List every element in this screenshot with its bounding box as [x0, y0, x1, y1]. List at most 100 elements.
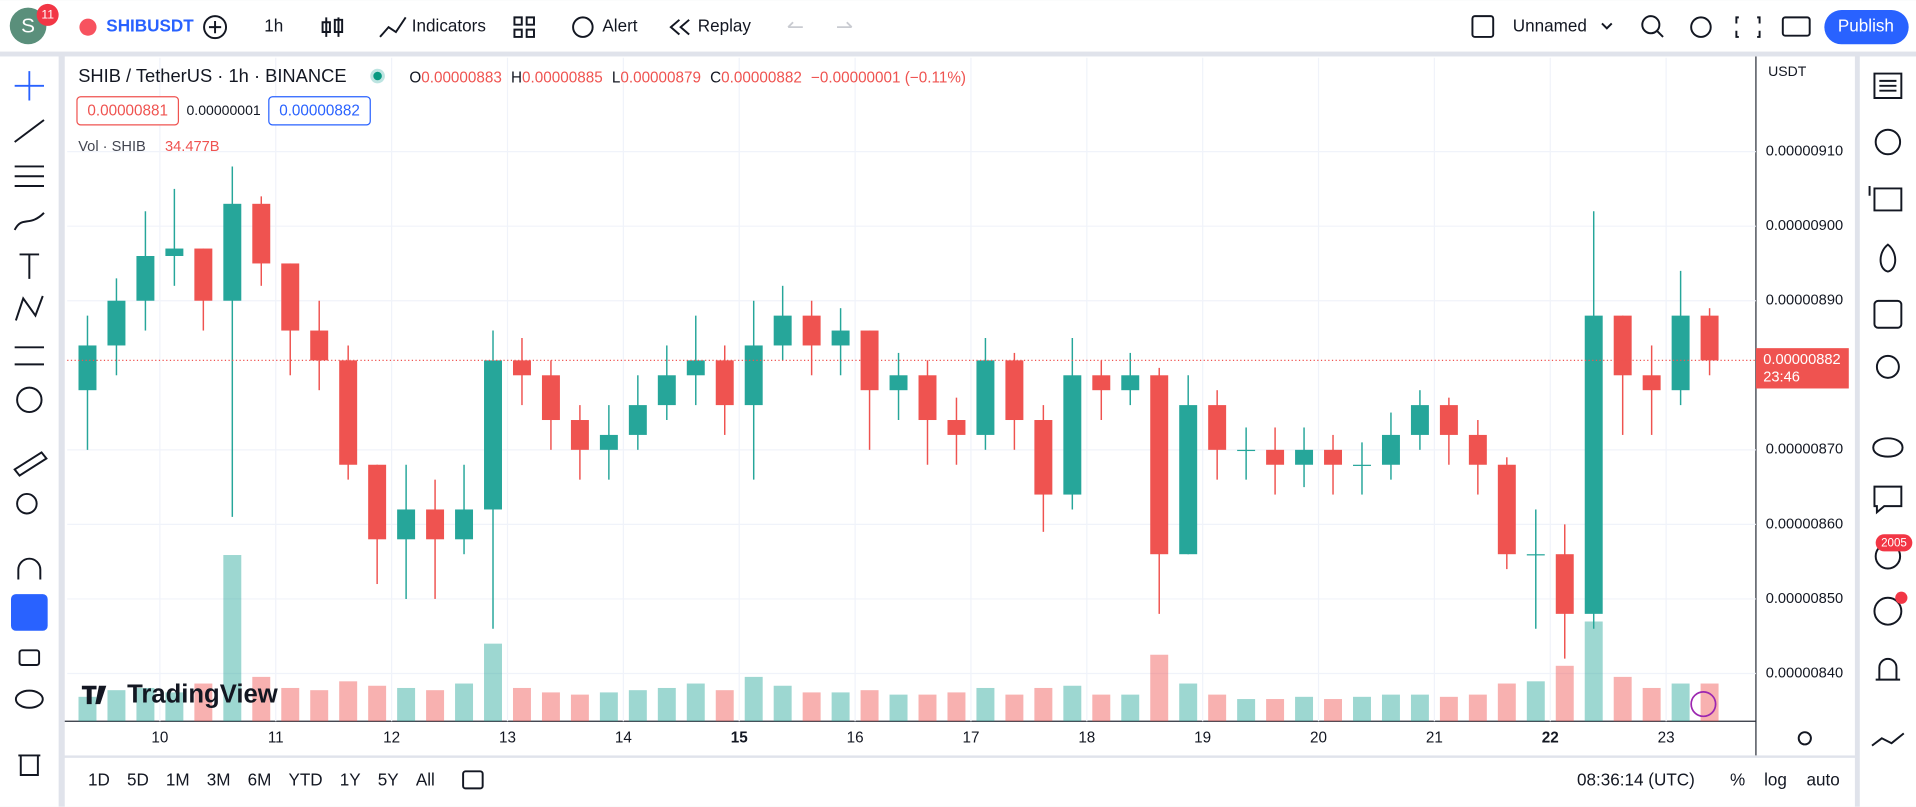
candle-body: [136, 255, 155, 301]
volume-bar: [831, 692, 850, 722]
watermark-logo: [81, 685, 107, 705]
avatar-letter: S: [21, 15, 35, 38]
range-button[interactable]: 1D: [88, 771, 110, 790]
interval[interactable]: 1h: [264, 17, 283, 36]
ask-box[interactable]: [268, 96, 371, 126]
range-button[interactable]: YTD: [288, 771, 322, 790]
alert-icon: [572, 16, 594, 38]
zoom[interactable]: [16, 492, 38, 515]
alert[interactable]: Alert: [602, 17, 637, 36]
data-window[interactable]: [1868, 185, 1903, 212]
magnet[interactable]: [17, 557, 42, 580]
x-tick-label: 16: [847, 729, 864, 746]
bid-box[interactable]: [76, 96, 180, 126]
range-button[interactable]: 5D: [127, 771, 149, 790]
hide[interactable]: [14, 689, 44, 709]
vol-label: Vol · SHIB: [78, 139, 146, 155]
range-button[interactable]: 1M: [166, 771, 190, 790]
alerts[interactable]: [1874, 128, 1902, 156]
range-button[interactable]: 3M: [207, 771, 231, 790]
crosshair-tool[interactable]: [14, 71, 44, 101]
candle-body: [628, 405, 647, 435]
trash[interactable]: [18, 754, 41, 776]
publish-button[interactable]: [1824, 10, 1909, 45]
chart-type[interactable]: [321, 17, 344, 37]
volume-bar: [541, 692, 560, 722]
volume-bar: [889, 694, 908, 722]
x-tick-label: 14: [615, 729, 632, 746]
volume-bar: [310, 690, 329, 722]
fib-tool[interactable]: [14, 165, 44, 187]
line-tool[interactable]: [14, 119, 45, 143]
currency[interactable]: USDT: [1768, 63, 1807, 79]
candle-body: [1381, 434, 1400, 465]
volume-bar: [1063, 685, 1082, 722]
watchlist[interactable]: [1873, 72, 1903, 99]
text-tool[interactable]: [19, 253, 40, 279]
icons-tool[interactable]: [16, 386, 43, 414]
date-range[interactable]: [462, 770, 484, 790]
log[interactable]: log: [1764, 771, 1787, 790]
candle-body: [1555, 554, 1574, 614]
ideas[interactable]: [1875, 354, 1900, 379]
auto[interactable]: auto: [1806, 771, 1839, 790]
fullscreen[interactable]: [1735, 16, 1761, 38]
trading-panel[interactable]: [1871, 732, 1905, 747]
messages[interactable]: [1873, 485, 1903, 515]
symbol[interactable]: SHIBUSDT: [106, 17, 194, 36]
y-tick-label: 0.00000860: [1766, 516, 1843, 532]
ohlc: O0.00000883 H0.00000885 L0.00000879 C0.0…: [409, 69, 966, 86]
candle-body: [1526, 554, 1545, 556]
x-tick-label: 10: [151, 729, 168, 746]
undo-redo[interactable]: [787, 21, 853, 29]
vol-value: 34.477B: [165, 139, 220, 155]
volume-bar: [281, 687, 300, 722]
volume-bar: [78, 696, 97, 722]
candle-body: [252, 203, 271, 264]
layout-name[interactable]: Unnamed: [1513, 17, 1587, 36]
candle-body: [1179, 405, 1198, 555]
volume-bar: [1179, 683, 1198, 722]
candle-body: [1324, 449, 1343, 465]
hotlist[interactable]: [1879, 243, 1897, 273]
volume-bar: [1671, 683, 1690, 722]
broadcast[interactable]: [1873, 596, 1903, 626]
range-button[interactable]: All: [416, 771, 435, 790]
chats[interactable]: [1872, 437, 1904, 458]
volume-bar: [339, 681, 358, 722]
publish: Publish: [1838, 17, 1894, 36]
axis-settings[interactable]: [1797, 731, 1812, 746]
pattern-tool[interactable]: [14, 295, 44, 321]
settings[interactable]: [1690, 16, 1712, 38]
countdown: 23:46: [1763, 369, 1800, 385]
search[interactable]: [1641, 15, 1661, 35]
volume-bar: [455, 683, 474, 722]
replay[interactable]: Replay: [698, 17, 752, 36]
notifications[interactable]: [1875, 657, 1901, 681]
x-tick-label: 17: [962, 729, 979, 746]
indicators-icon: [379, 16, 407, 38]
brush-tool[interactable]: [13, 212, 45, 231]
range-button[interactable]: 6M: [248, 771, 272, 790]
percent[interactable]: %: [1730, 771, 1745, 790]
lock-drawing[interactable]: [10, 594, 48, 631]
y-tick-label: 0.00000870: [1766, 442, 1843, 458]
h-label: H: [511, 69, 522, 86]
forecast-tool[interactable]: [14, 346, 44, 366]
templates[interactable]: [513, 16, 535, 38]
axes: 0.00000840 0.00000850 0.00000860 0.00000870…: [67, 144, 1849, 746]
last-price-tag: [1755, 348, 1849, 389]
range-button[interactable]: 1Y: [340, 771, 362, 790]
indicators[interactable]: Indicators: [412, 17, 486, 36]
range-buttons: 1D 5D 1M 3M 6M YTD 1Y 5Y All: [88, 771, 435, 790]
layout-caret[interactable]: [1601, 22, 1613, 30]
ruler[interactable]: [13, 451, 48, 477]
h-value: 0.00000885: [522, 69, 603, 86]
lock[interactable]: [18, 649, 41, 666]
bottom-bg: [64, 757, 1855, 807]
snapshot[interactable]: [1781, 16, 1811, 37]
calendar[interactable]: [1873, 299, 1903, 329]
add-symbol[interactable]: [203, 15, 228, 40]
flash-icon[interactable]: [1690, 691, 1717, 718]
range-button[interactable]: 5Y: [378, 771, 400, 790]
